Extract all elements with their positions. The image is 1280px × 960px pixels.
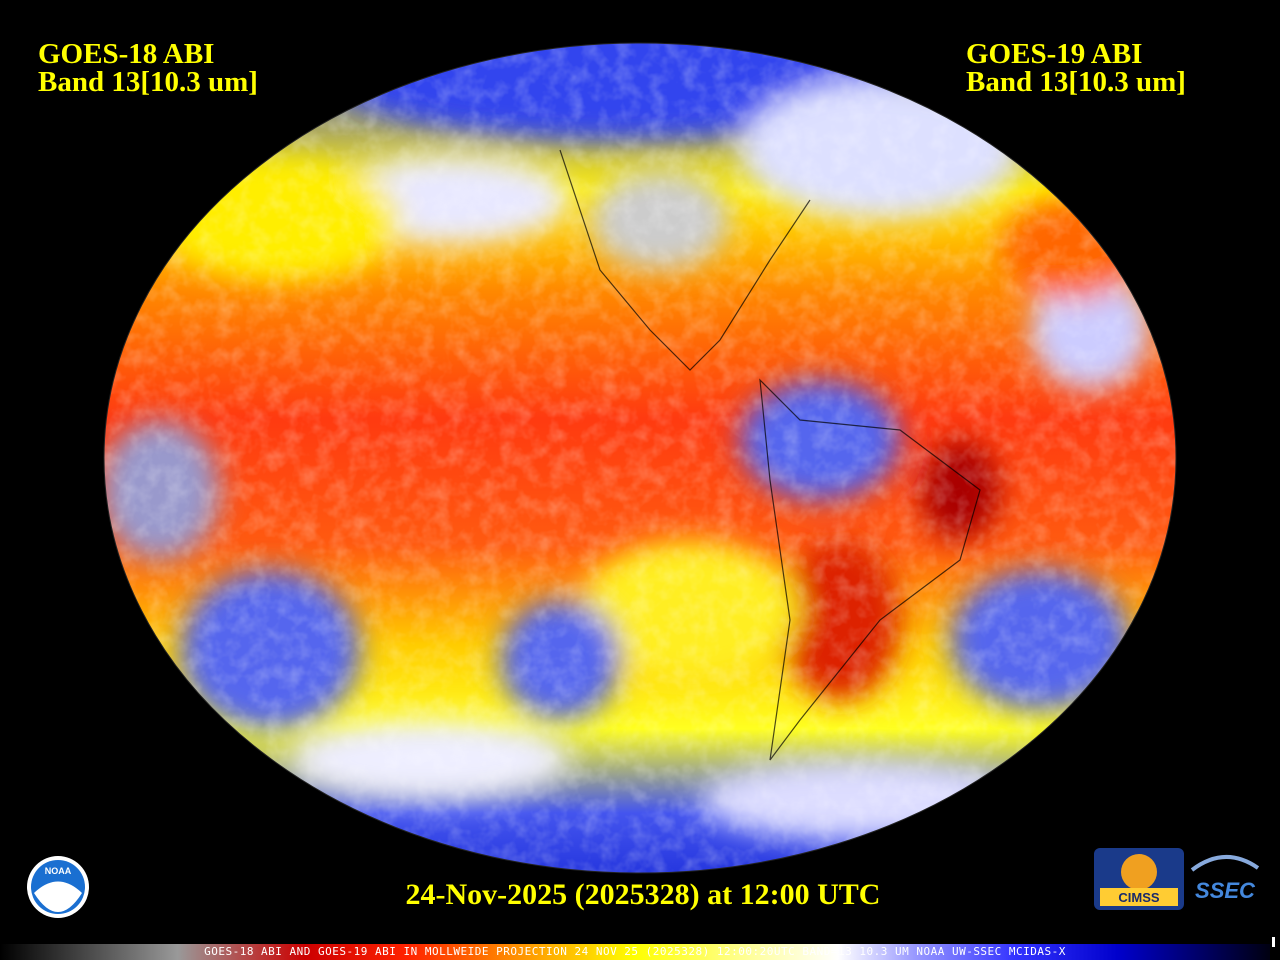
cimss-label: CIMSS: [1118, 890, 1160, 905]
left-satellite: GOES-18 ABI: [38, 38, 215, 70]
ssec-label: SSEC: [1195, 878, 1256, 903]
cimss-logo: CIMSS: [1094, 848, 1184, 910]
ssec-logo: SSEC: [1190, 855, 1260, 903]
right-satellite: GOES-19 ABI: [966, 38, 1143, 70]
colorbar: GOES-18 ABI AND GOES-19 ABI IN MOLLWEIDE…: [0, 944, 1270, 960]
timestamp: 24-Nov-2025 (2025328) at 12:00 UTC: [405, 878, 881, 911]
left-band: Band 13[10.3 um]: [38, 66, 258, 98]
left-header: GOES-18 ABI Band 13[10.3 um]: [38, 38, 258, 98]
imagery: [104, 43, 1176, 873]
right-band: Band 13[10.3 um]: [966, 66, 1186, 98]
right-header: GOES-19 ABI Band 13[10.3 um]: [966, 38, 1186, 98]
noaa-logo: NOAA: [27, 856, 89, 918]
marker: [1272, 937, 1275, 947]
footer-text: GOES-18 ABI AND GOES-19 ABI IN MOLLWEIDE…: [204, 945, 1066, 958]
noaa-label: NOAA: [45, 866, 72, 876]
